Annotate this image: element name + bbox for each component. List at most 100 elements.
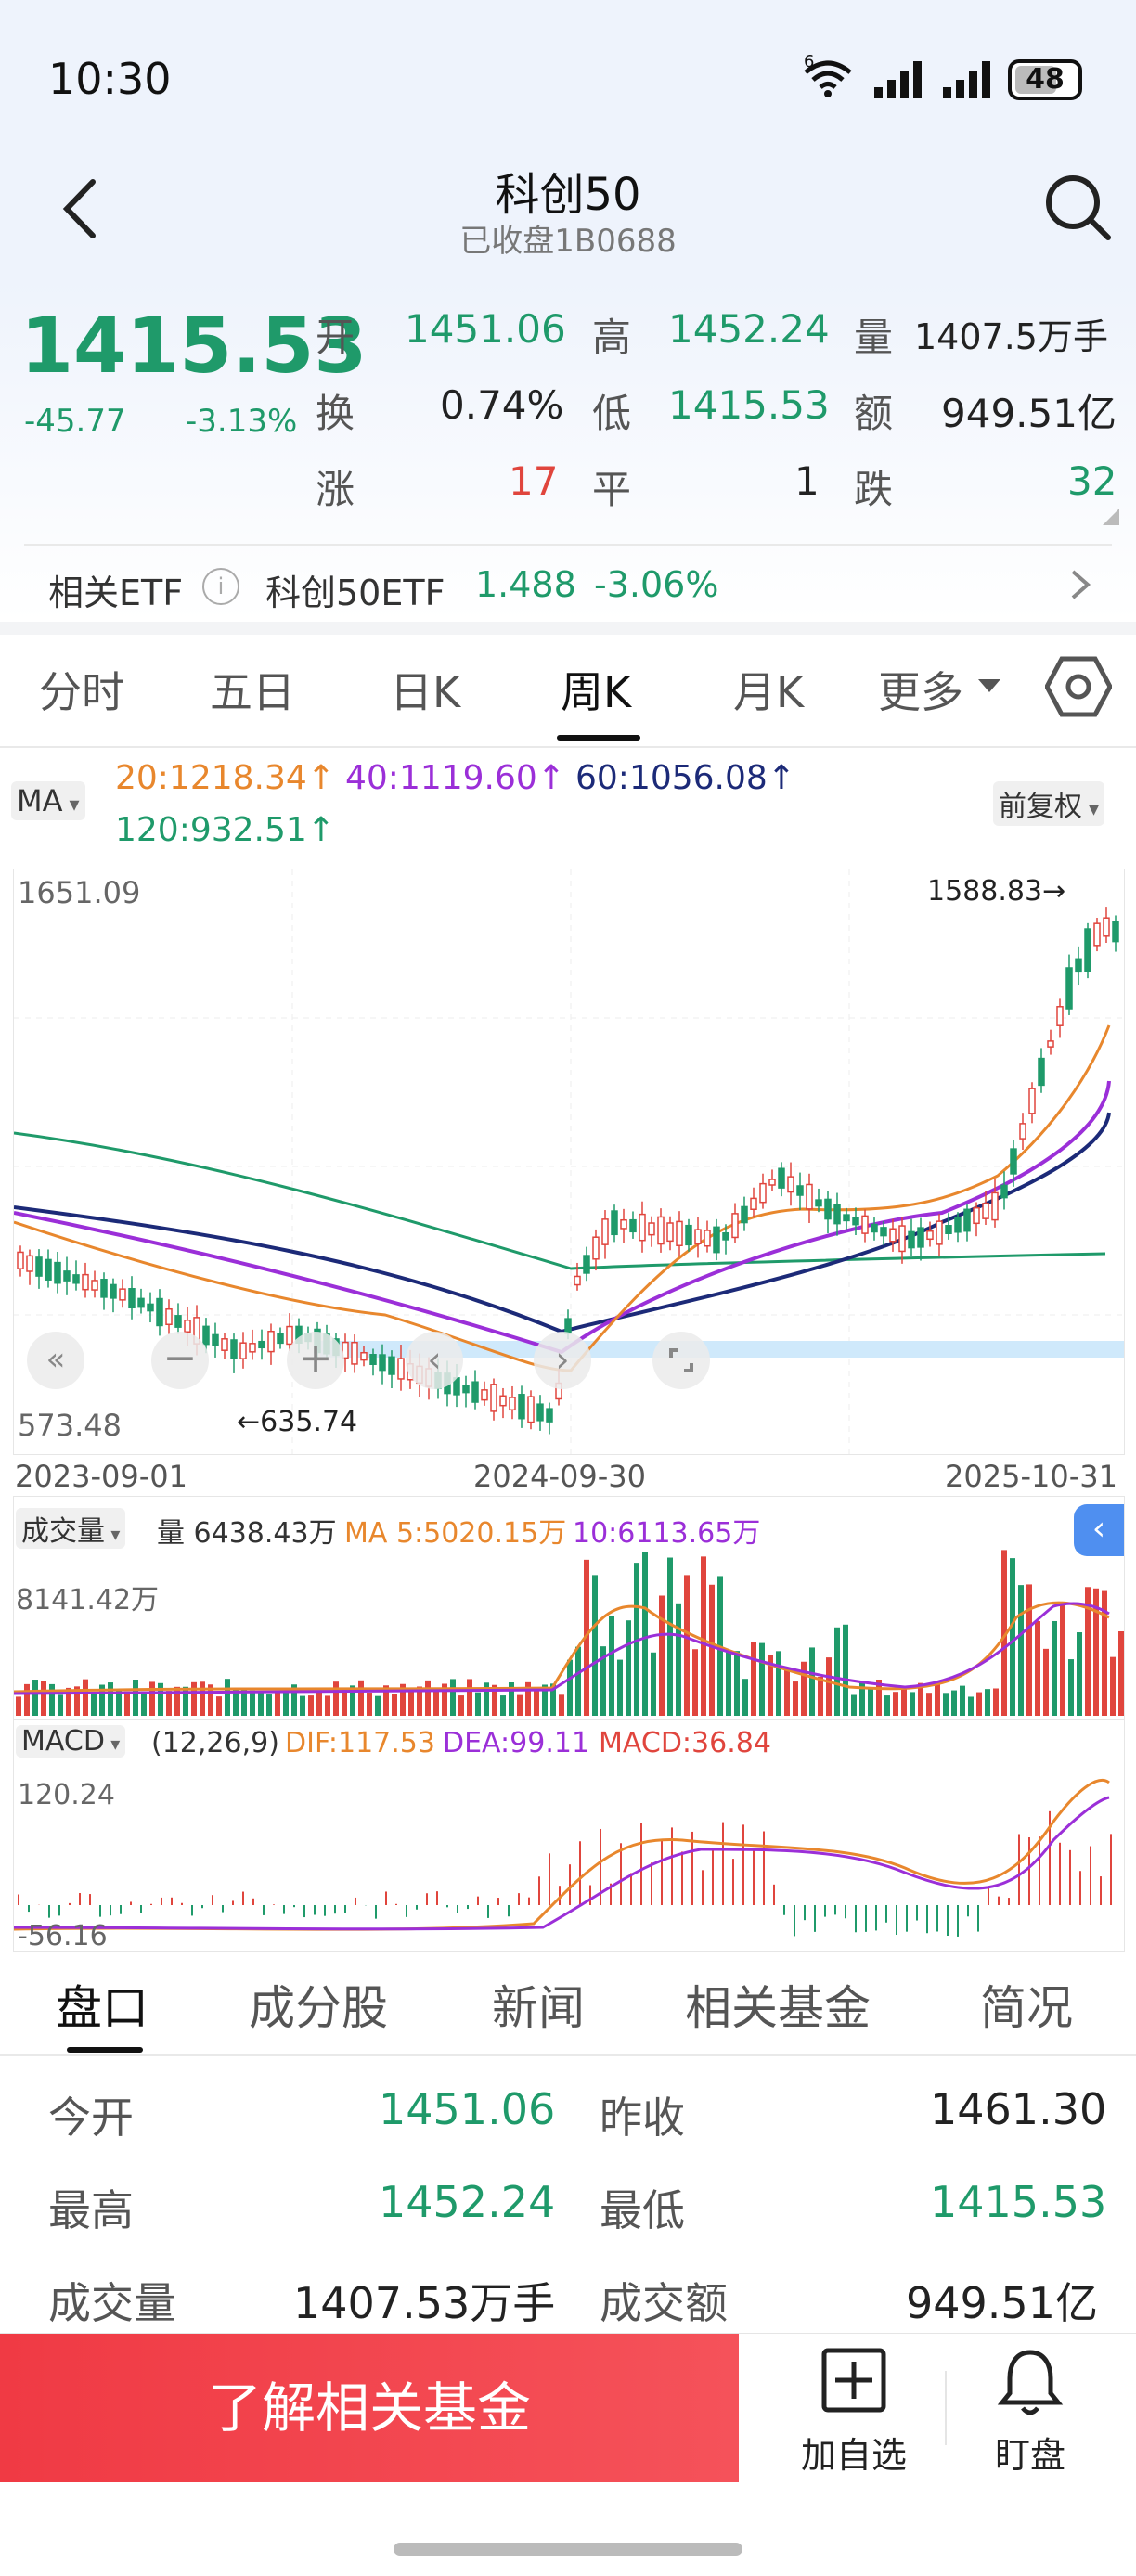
volume-bar [325,1695,330,1716]
add-watchlist-button[interactable]: 加自选 [798,2347,910,2477]
volume-bar [859,1682,865,1716]
collapse-panel-icon[interactable]: ‹ [1074,1504,1124,1556]
expand-corner-icon[interactable] [1103,509,1119,525]
volume-bar [759,1642,765,1716]
volume-bar [66,1687,71,1716]
etf-price: 1.488 [475,564,576,605]
volume-bar [951,1690,957,1716]
macd-bar [845,1905,846,1919]
volume-panel[interactable]: 成交量 ▾ 量 6438.43万 MA 5:5020.15万 10:6113.6… [13,1496,1125,1720]
volume-bar [283,1691,289,1716]
volume-bar [32,1680,38,1716]
tab-profile[interactable]: 简况 [980,1981,1073,2035]
candle-body [963,1208,971,1232]
candle-body [277,1333,284,1345]
volume-bar [584,1559,589,1716]
macd-bar [1059,1842,1061,1905]
fullscreen-icon[interactable] [652,1332,710,1389]
volume-bar [375,1695,381,1716]
volume-bar [935,1684,940,1716]
adjust-selector[interactable]: 前复权 ▾ [993,781,1105,826]
zoom-out-icon[interactable]: − [151,1332,209,1389]
macd-bar [518,1893,520,1905]
candle-body [694,1229,702,1244]
quote-high-label: 高 [592,315,632,360]
quote-panel: 1415.53 -45.77 -3.13% 开 1451.06 高 1452.2… [0,278,1136,622]
search-icon[interactable] [1043,173,1114,243]
candle-body [945,1225,952,1234]
period-tabs: 分时 五日 日K 周K 月K 更多 [0,635,1136,746]
volume-bar [400,1683,406,1716]
tab-day-k[interactable]: 日K [390,667,461,717]
candle-body [657,1216,665,1245]
volume-ma10-line [14,1602,1110,1695]
scroll-right-icon[interactable]: › [534,1332,591,1389]
ma-selector[interactable]: MA ▾ [11,781,85,820]
candle-body [991,1191,999,1221]
macd-bar [885,1905,887,1923]
tab-news[interactable]: 新闻 [492,1981,585,2035]
tab-week-k[interactable]: 周K [561,667,632,717]
volume-bar [250,1690,255,1716]
macd-bar [773,1884,775,1905]
scroll-left-icon[interactable]: ‹ [406,1332,463,1389]
divider [24,544,1112,546]
range-highlight [320,1341,1124,1358]
volume-bar [342,1689,347,1716]
macd-bar [436,1891,438,1905]
info-icon[interactable]: i [202,568,239,605]
macd-bar [691,1831,693,1905]
macd-bar [936,1905,938,1932]
volume-ma5: MA 5:5020.15万 [344,1517,567,1550]
macd-bar [916,1905,918,1921]
quote-volume-value: 1407.5万手 [914,316,1108,357]
prev-close-value: 1461.30 [930,2084,1107,2134]
back-icon[interactable] [54,176,110,241]
home-indicator[interactable] [394,2543,742,2556]
volume-bar [425,1680,431,1716]
candle-body [806,1183,813,1210]
scroll-left-fast-icon[interactable]: « [27,1332,84,1389]
etf-row[interactable]: 相关ETF i 科创50ETF 1.488 -3.06% [0,549,1136,622]
volume-bar [258,1693,264,1716]
price-chart[interactable]: 1651.09 573.48 1588.83→ ←635.74 « − + ‹ … [13,869,1125,1455]
macd-bar [48,1905,50,1918]
tab-month-k[interactable]: 月K [733,667,805,717]
volume-bar [592,1575,598,1716]
macd-bar [355,1897,356,1905]
tab-five-day[interactable]: 五日 [210,667,295,717]
candle-body [230,1339,238,1359]
tab-more[interactable]: 更多 [878,667,963,717]
zoom-in-icon[interactable]: + [287,1332,344,1389]
macd-panel[interactable]: MACD ▾ (12,26,9) DIF:117.53 DEA:99.11 MA… [13,1719,1125,1952]
tab-handicap[interactable]: 盘口 [56,1981,148,2035]
candle-body [360,1351,368,1361]
settings-hex-icon[interactable] [1044,653,1113,724]
dea-line [14,1796,1110,1931]
volume-selector[interactable]: 成交量 ▾ [16,1508,126,1549]
macd-bar [1079,1871,1081,1905]
price-y-min: 573.48 [18,1408,122,1443]
learn-funds-button[interactable]: 了解相关基金 [0,2334,739,2482]
volume-bar [809,1647,815,1716]
chevron-right-icon [1069,568,1093,605]
volume-bar [834,1627,840,1716]
candle-body [824,1198,832,1220]
candle-body [212,1333,219,1346]
macd-bar [855,1905,857,1933]
status-bar: 10:30 6 48 [0,0,1136,158]
tab-minute[interactable]: 分时 [39,667,124,717]
macd-bar [457,1905,458,1913]
volume-bar [208,1684,213,1716]
macd-bar [753,1848,755,1905]
macd-selector[interactable]: MACD ▾ [16,1725,126,1758]
volume-bar [350,1685,355,1716]
tab-constituents[interactable]: 成分股 [249,1981,388,2035]
tab-related-funds[interactable]: 相关基金 [685,1981,871,2035]
candle-body [471,1381,479,1403]
volume-bar [926,1693,932,1716]
watch-button[interactable]: 盯盘 [975,2347,1086,2477]
volume-bar [542,1684,548,1716]
volume-bar [968,1696,974,1716]
macd-bar [977,1905,979,1932]
